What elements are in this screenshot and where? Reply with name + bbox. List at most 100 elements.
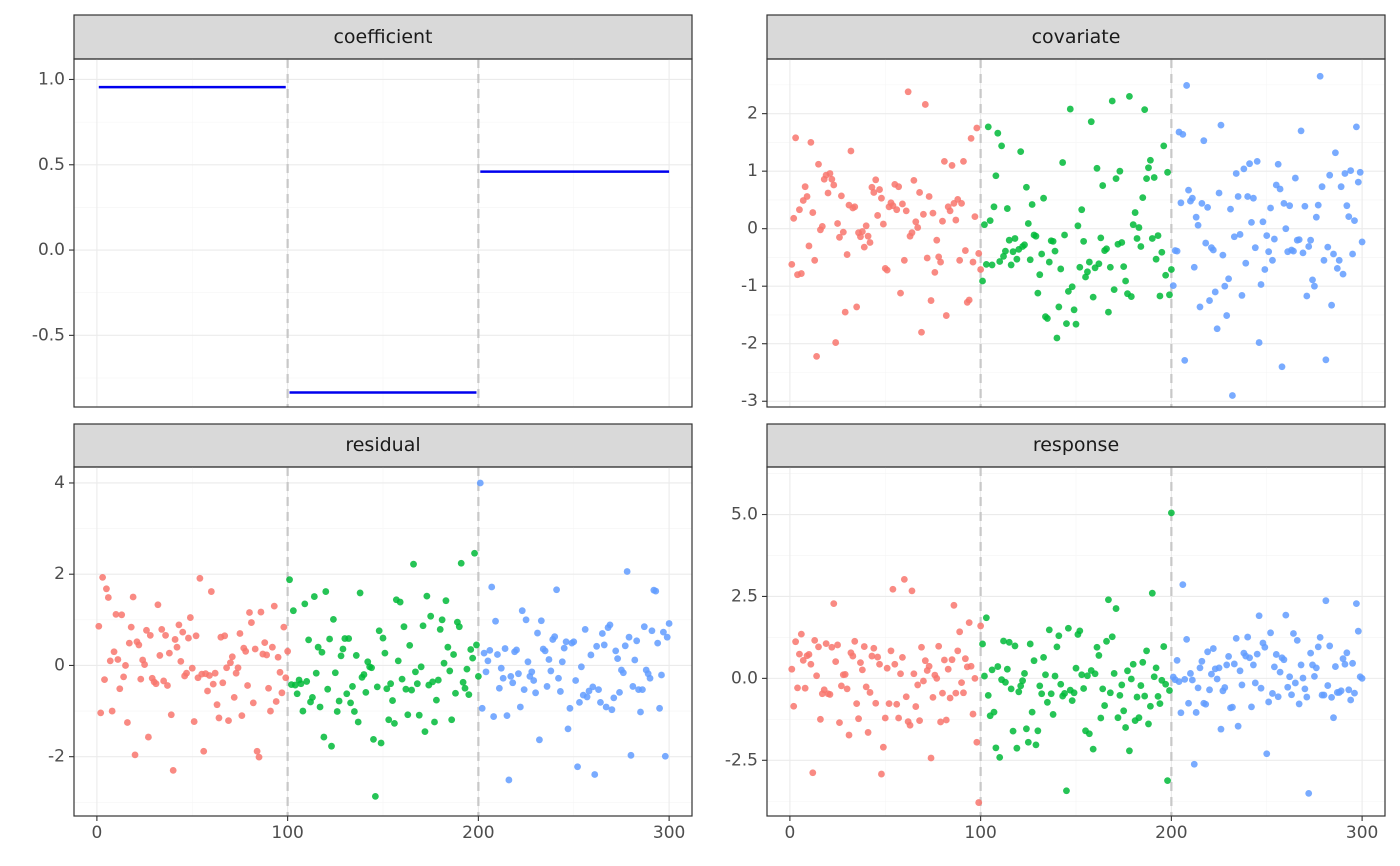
residual-point: [419, 622, 427, 630]
covariate-point: [1215, 189, 1223, 197]
covariate-point: [836, 233, 843, 241]
covariate-point: [1059, 159, 1067, 166]
covariate-point: [1181, 357, 1189, 364]
y-tick-label: 0: [54, 655, 65, 675]
covariate-point: [1234, 193, 1242, 200]
covariate-point: [1007, 261, 1015, 269]
response-point: [1299, 674, 1307, 682]
response-point: [834, 641, 841, 649]
covariate-point: [918, 328, 925, 336]
residual-point: [381, 649, 389, 657]
residual-point: [318, 648, 326, 656]
residual-point: [616, 688, 623, 696]
covariate-point: [1034, 289, 1042, 297]
residual-point: [505, 776, 513, 784]
panel-residual: residual 4 2 0 -2 0 100 200 300: [48, 423, 693, 843]
residual-point: [190, 718, 198, 725]
covariate-point: [1316, 72, 1324, 80]
covariate-point: [1116, 167, 1124, 175]
response-point: [1072, 664, 1080, 672]
covariate-point: [1351, 217, 1358, 225]
residual-point: [200, 747, 208, 755]
response-point: [960, 689, 967, 697]
residual-point: [131, 751, 139, 759]
x-tick-label: 300: [1346, 823, 1378, 843]
response-point: [940, 656, 948, 664]
residual-point: [328, 742, 335, 750]
response-point: [870, 644, 878, 652]
covariate-point: [862, 222, 870, 230]
covariate-point: [1305, 243, 1313, 250]
covariate-point: [1295, 236, 1303, 244]
residual-point: [354, 718, 362, 726]
covariate-point: [828, 175, 836, 183]
residual-point: [310, 593, 318, 600]
covariate-point: [977, 266, 985, 273]
response-point: [1351, 689, 1358, 697]
response-point: [977, 622, 985, 630]
residual-point: [587, 651, 595, 659]
covariate-point: [969, 258, 977, 266]
response-point: [1345, 686, 1353, 694]
residual-point: [192, 632, 200, 640]
covariate-point: [1312, 213, 1320, 221]
response-point: [1229, 703, 1236, 711]
response-point: [822, 640, 830, 648]
covariate-point: [1055, 303, 1063, 311]
facet-strip-coefficient: [73, 14, 693, 60]
response-point: [895, 714, 903, 722]
response-point: [794, 684, 801, 692]
residual-point: [654, 639, 662, 647]
response-point: [1312, 664, 1320, 672]
covariate-point: [893, 206, 901, 214]
residual-point: [621, 642, 629, 650]
covariate-point: [1209, 246, 1217, 254]
covariate-point: [853, 303, 861, 311]
response-point: [1202, 700, 1210, 708]
covariate-point: [815, 160, 822, 168]
response-point: [828, 643, 836, 651]
covariate-point: [876, 186, 883, 193]
covariate-point: [1221, 282, 1229, 290]
residual-point: [408, 686, 416, 694]
covariate-point: [1045, 258, 1053, 266]
residual-point: [127, 623, 135, 631]
y-tick-label: 0: [747, 219, 758, 239]
residual-point: [482, 668, 490, 676]
covariate-point: [805, 242, 813, 250]
covariate-point: [1240, 165, 1248, 173]
residual-point: [158, 626, 166, 633]
covariate-point: [1002, 247, 1009, 255]
residual-point: [230, 693, 238, 701]
residual-point: [207, 588, 215, 595]
response-point: [1267, 629, 1274, 637]
covariate-point: [1127, 293, 1135, 300]
response-point: [790, 702, 798, 710]
response-point: [1097, 714, 1105, 722]
covariate-point: [958, 199, 965, 207]
covariate-point: [1057, 265, 1065, 273]
covariate-point: [830, 181, 838, 189]
covariate-point: [914, 224, 922, 231]
covariate-point: [965, 296, 973, 304]
response-point: [1332, 663, 1339, 670]
response-point: [899, 653, 906, 661]
response-point: [1301, 685, 1309, 693]
covariate-point: [1038, 250, 1046, 258]
residual-point: [165, 649, 173, 657]
response-point: [929, 693, 937, 701]
covariate-point: [1192, 213, 1200, 221]
covariate-point: [1003, 205, 1011, 212]
response-point: [927, 754, 935, 762]
covariate-point: [1133, 235, 1141, 242]
response-point: [1358, 674, 1366, 682]
response-point: [1354, 627, 1362, 635]
response-point: [1190, 760, 1198, 768]
response-point: [942, 716, 950, 724]
covariate-point: [857, 233, 864, 241]
response-point: [1011, 642, 1019, 650]
covariate-point: [1112, 175, 1120, 183]
response-point: [826, 691, 834, 698]
residual-point: [278, 689, 286, 697]
